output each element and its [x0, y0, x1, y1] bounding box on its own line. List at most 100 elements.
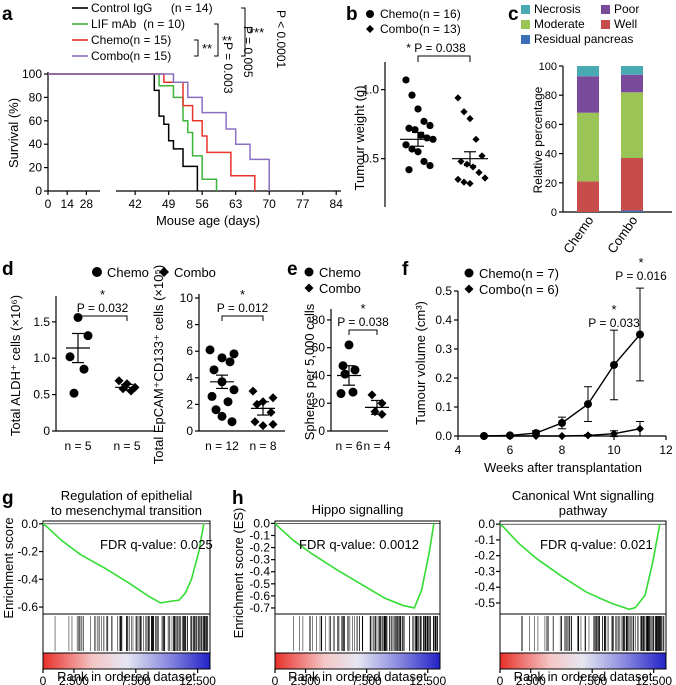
f-legend-marker [464, 268, 474, 278]
b-point [417, 131, 425, 139]
d2-point [209, 365, 219, 375]
h2-y-tick-label: -0.3 [474, 564, 495, 578]
b-y-axis-label: Tumour weight (g) [352, 86, 367, 191]
b-y-tick-label: 1.0 [362, 83, 379, 97]
b-point [420, 117, 428, 125]
a-legend-label-combo: Combo [91, 49, 130, 63]
g-y-tick-label: -0.4 [17, 572, 38, 586]
f-point [636, 330, 644, 339]
b-point [475, 168, 483, 177]
c-legend-label-poor: Poor [614, 2, 639, 16]
panel-d-letter: d [2, 259, 14, 280]
d2-point [211, 405, 221, 415]
b-sig-label: * P = 0.038 [406, 41, 466, 55]
h1-y-tick-label: -0.7 [249, 601, 270, 615]
c-y-tick-label: 60 [545, 119, 557, 131]
f-y-tick-label: 0.5 [435, 284, 452, 298]
f-y-tick-label: 0.4 [435, 313, 452, 327]
h2-title: Canonical Wnt signalling [512, 488, 654, 503]
d2-y-tick-label: 2 [186, 397, 193, 411]
g-title: to mesenchymal transition [51, 503, 202, 518]
b-point [414, 148, 422, 156]
f-point [610, 360, 618, 369]
d2-point [229, 385, 239, 395]
a-y-tick-label: 100 [22, 67, 42, 81]
panel-f: f 0.0 0.1 0.2 0.3 0.4 0.5 4 6 8 10 12 Weeks after t… [402, 255, 673, 475]
d2-point [229, 349, 239, 359]
e-y-tick-label: 80 [312, 313, 326, 327]
b-point [408, 91, 416, 99]
b-point [426, 121, 434, 130]
h2-x-tick-label: 0 [497, 674, 504, 685]
h1-y-tick-label: 0.0 [253, 516, 270, 530]
panel-g-letter: g [2, 488, 14, 509]
h1-title: Hippo signalling [312, 502, 404, 517]
e-y-tick-label: 0 [318, 424, 325, 438]
panel-a-letter: a [2, 4, 13, 25]
d1-sig-stars: * [100, 287, 105, 302]
b-point [414, 105, 422, 113]
b-legend-marker [366, 25, 374, 33]
f-sig-p: P = 0.016 [615, 269, 667, 283]
a-x-tick-label: 49 [162, 197, 176, 211]
d2-y-tick-label: 10 [180, 291, 194, 305]
a-legend-label-control: Control IgG [91, 1, 152, 15]
a-x-tick-label: 0 [45, 197, 52, 211]
h1-y-tick-label: -0.2 [249, 541, 270, 555]
c-legend-swatch-poor [601, 5, 610, 14]
a-legend-label-chemo: Chemo [91, 33, 130, 47]
a-sig-p: P < 0.0001 [274, 10, 288, 68]
c-legend-swatch-necrosis [521, 5, 530, 14]
b-point [405, 124, 413, 132]
b-point [454, 94, 462, 102]
a-series-lif [48, 73, 218, 191]
h2-y-tick-label: -0.5 [474, 596, 495, 610]
g-rank-bar [42, 652, 211, 670]
a-y-tick-label: 80 [29, 90, 43, 104]
f-point [584, 400, 592, 409]
e-sig-stars: * [360, 301, 365, 316]
d2-y-tick-label: 8 [186, 318, 193, 332]
d2-point [225, 357, 235, 367]
a-bracket [241, 7, 246, 57]
c-y-tick-label: 20 [545, 178, 557, 190]
b-point [460, 178, 468, 186]
f-y-tick-label: 0.1 [435, 400, 452, 414]
e-point [367, 390, 377, 400]
a-legend-n-control: (n = 14) [171, 1, 213, 15]
f-point [558, 432, 566, 440]
d2-point [268, 393, 278, 403]
h2-fdr-label: FDR q-value: 0.021 [540, 537, 653, 552]
h1-x-axis-label: Rank in ordered dataset [288, 669, 427, 684]
c-legend-swatch-well [601, 20, 610, 29]
h2-x-tick-label: 7,500 [577, 674, 607, 685]
c-y-axis-label: Relative percentage [531, 86, 545, 193]
d1-y-tick-label: 0.5 [33, 388, 50, 402]
d2-point [248, 386, 258, 396]
f-y-tick-label: 0.0 [435, 429, 452, 443]
d1-sig-bracket [77, 315, 128, 321]
f-sig-stars: * [638, 255, 643, 270]
d2-point [250, 417, 260, 427]
c-legend-swatch-moderate [521, 20, 530, 29]
f-legend-label: Chemo [479, 266, 521, 281]
a-x-tick-label: 77 [296, 197, 310, 211]
d1-sig-p: P = 0.032 [77, 301, 129, 315]
d1-y-tick-label: 0 [43, 424, 50, 438]
d2-y-tick-label: 6 [186, 344, 193, 358]
c-bar-moderate [577, 112, 599, 182]
g-x-axis-label: Rank in ordered dataset [57, 669, 196, 684]
e-point [344, 340, 354, 350]
c-bar-poor [577, 76, 599, 113]
e-n-label: n = 6 [335, 439, 362, 453]
c-legend-label-moderate: Moderate [534, 17, 585, 31]
e-point [336, 389, 346, 399]
h1-y-axis-label: Enrichment score (ES) [231, 508, 246, 639]
d1-y-axis-label: Total ALDH⁺ cells (×10⁶) [8, 295, 23, 436]
panel-c: c 0 20 40 60 80 100 Relative percentage Necrosi… [508, 2, 672, 256]
d1-point [126, 386, 136, 396]
e-point [350, 365, 360, 375]
b-y-tick-label: 0.5 [362, 152, 379, 166]
e-y-axis-label: Spheres per 5,000 cells [302, 303, 317, 440]
